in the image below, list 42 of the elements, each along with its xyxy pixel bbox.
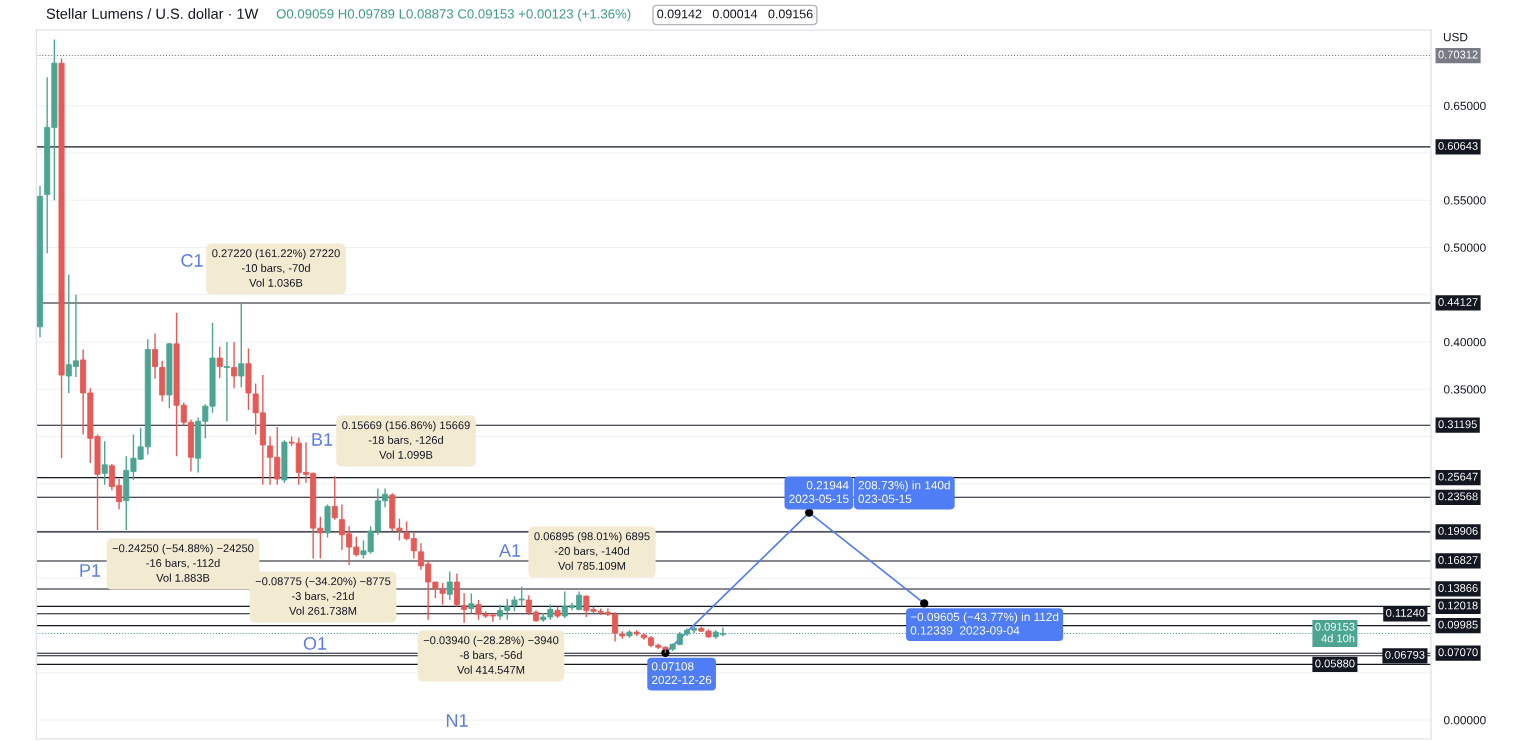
annotation: P1 [80, 564, 101, 577]
ref-line-label: 0.16827 [1438, 556, 1478, 564]
annotation: C1 [181, 254, 203, 267]
annotation: O1 [303, 637, 327, 650]
annotation: 0.21944 2023-05-15 [789, 481, 849, 503]
annotation: −0.03940 (−28.28%) −3940 -8 bars, -56d Vol 414.547M [423, 636, 559, 674]
ref-line-label: 0.09985 [1438, 620, 1478, 629]
ref-line-label: 0.70312 [1438, 50, 1478, 59]
chart-subtitle: O0.09059 H0.09789 L0.08873 C0.09153 +0.00123 (+1.36%) [276, 8, 631, 22]
ref-line-label: 0.25647 [1438, 472, 1478, 481]
y-tick-label: 0.40000 [1443, 338, 1486, 347]
y-tick-label: 0.35000 [1443, 385, 1486, 394]
annotation: −0.09605 (−43.77%) in 112d 0.12339 2023-09-04 [910, 612, 1059, 635]
y-tick-label: 0.50000 [1443, 243, 1486, 252]
annotation: −0.24250 (−54.88%) −24250 -16 bars, -112d Vol 1.883B [112, 544, 254, 582]
annotation: B1 [312, 433, 333, 446]
ref-line-label: 0.31195 [1438, 420, 1477, 429]
chart-title: Stellar Lumens / U.S. dollar · 1W [46, 8, 259, 19]
ref-line-label: 0.23568 [1438, 492, 1478, 501]
y-tick-label: 0.55000 [1443, 196, 1486, 205]
annotation: 0.27220 (161.22%) 27220 -10 bars, -70d Vol 1.036B [212, 249, 340, 287]
ref-line-label: 0.11240 [1386, 608, 1425, 617]
ref-line-label: 0.60643 [1438, 142, 1478, 150]
ref-line-label: 0.05880 [1315, 659, 1355, 668]
ref-line-label: 0.09153 4d 10h [1315, 622, 1355, 643]
ref-line-label: 0.44127 [1438, 298, 1478, 306]
ref-line-label: 0.19906 [1438, 526, 1478, 535]
annotation: A1 [498, 544, 521, 557]
annotation: 0.06895 (98.01%) 6895 -20 bars, -140d Vol 785.109M [534, 532, 650, 570]
y-tick-label: 0.65000 [1443, 101, 1486, 111]
ref-line-label: 0.12018 [1438, 601, 1478, 610]
y-tick-label: 0.00000 [1443, 716, 1486, 725]
ref-line-label: 0.13866 [1438, 584, 1478, 592]
y-axis-title: USD [1443, 32, 1468, 42]
annotation: 208.73%) in 140d 023-05-15 [858, 480, 950, 503]
annotation: −0.08775 (−34.20%) −8775 -3 bars, -21d Vol 261.738M [255, 577, 391, 615]
annotation: 0.15669 (156.86%) 15669 -18 bars, -126d Vol 1.099B [342, 421, 470, 459]
annotation: 0.07108 2022-12-26 [651, 662, 712, 685]
annotation: N1 [446, 714, 468, 727]
ref-line-label: 0.07070 [1438, 648, 1478, 657]
text: 0.09142 0.00014 0.09156 [657, 9, 813, 19]
ref-line-label: 0.06793 [1385, 650, 1425, 659]
